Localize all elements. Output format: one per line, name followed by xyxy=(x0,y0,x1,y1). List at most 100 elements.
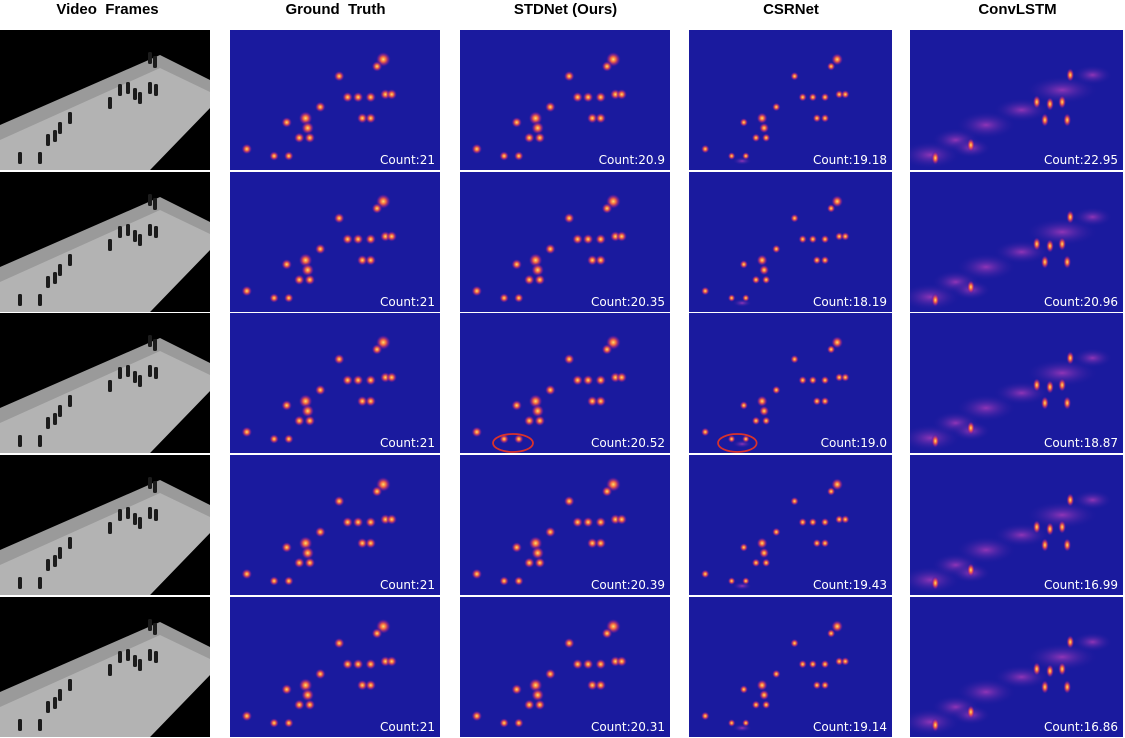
density-blob xyxy=(563,353,575,365)
density-blob xyxy=(771,527,781,537)
highlight-circle xyxy=(717,433,758,453)
density-blob xyxy=(281,683,293,695)
density-blob xyxy=(756,679,768,692)
density-blob xyxy=(523,274,535,286)
density-blob xyxy=(758,547,770,559)
ground-truth-map-row-3: Count:21 xyxy=(230,313,440,453)
density-blob xyxy=(812,680,822,690)
density-blob xyxy=(1066,68,1075,82)
header-ground-truth: Ground Truth xyxy=(285,1,386,18)
density-blob xyxy=(572,233,584,245)
density-streak xyxy=(1025,643,1099,671)
density-blob xyxy=(840,656,850,666)
pedestrian xyxy=(108,664,112,676)
density-map-image xyxy=(689,455,892,595)
density-map-image xyxy=(910,597,1123,737)
convlstm-map-row-3: Count:18.87 xyxy=(910,313,1123,453)
density-streak xyxy=(1025,218,1099,246)
density-blob xyxy=(727,151,736,161)
density-blob xyxy=(586,112,598,124)
csrnet-map-row-4: Count:19.43 xyxy=(689,455,892,595)
density-blob xyxy=(826,61,836,71)
density-blob xyxy=(808,92,818,102)
density-blob xyxy=(1066,351,1075,365)
density-blob xyxy=(616,88,628,100)
density-blob xyxy=(572,516,584,528)
density-blob xyxy=(727,718,736,728)
density-blob xyxy=(269,576,280,586)
density-blob xyxy=(840,514,850,524)
density-blob xyxy=(727,434,736,444)
density-blob xyxy=(595,233,607,245)
density-blob xyxy=(966,705,975,719)
density-blob xyxy=(1063,538,1072,552)
density-blob xyxy=(386,371,398,383)
pedestrian xyxy=(18,294,22,306)
density-map-image xyxy=(910,455,1123,595)
density-blob xyxy=(1045,97,1055,111)
count-label: Count:20.96 xyxy=(1043,295,1118,309)
density-blob xyxy=(831,53,844,66)
density-map-image xyxy=(689,597,892,737)
density-blob xyxy=(931,151,940,165)
density-blob xyxy=(304,415,316,427)
pedestrian xyxy=(46,276,50,288)
density-blob xyxy=(342,658,354,670)
density-blob xyxy=(371,60,383,72)
density-blob xyxy=(586,537,598,549)
density-map-image xyxy=(230,597,440,737)
density-blob xyxy=(831,478,844,491)
density-blob xyxy=(820,92,830,102)
pedestrian xyxy=(68,679,72,691)
density-map-image xyxy=(689,313,892,453)
density-blob xyxy=(834,231,844,241)
density-blob xyxy=(352,374,364,386)
density-blob xyxy=(1040,255,1049,269)
density-blob xyxy=(1032,662,1041,676)
density-blob xyxy=(304,132,316,144)
density-blob xyxy=(798,234,808,244)
density-blob xyxy=(601,202,613,214)
density-blob xyxy=(595,112,607,124)
density-blob xyxy=(356,679,368,691)
density-blob xyxy=(523,132,535,144)
count-label: Count:22.95 xyxy=(1043,153,1118,167)
density-blob xyxy=(840,89,850,99)
pedestrian xyxy=(148,224,152,236)
density-blob xyxy=(304,699,316,711)
pedestrian xyxy=(108,97,112,109)
pedestrian xyxy=(108,239,112,251)
density-blob xyxy=(812,396,822,406)
video-frame-row-1 xyxy=(0,30,210,170)
pedestrian xyxy=(154,509,158,521)
density-blob xyxy=(831,195,844,208)
density-blob xyxy=(365,679,377,691)
density-map-image xyxy=(460,30,670,170)
count-label: Count:21 xyxy=(380,295,435,309)
density-blob xyxy=(333,495,345,507)
pedestrian xyxy=(68,254,72,266)
density-blob-faint xyxy=(732,440,752,448)
density-blob xyxy=(751,275,761,285)
density-blob xyxy=(572,91,584,103)
pedestrian xyxy=(148,649,152,661)
density-blob xyxy=(365,658,377,670)
density-blob xyxy=(534,274,546,286)
pedestrian xyxy=(38,435,42,447)
density-blob xyxy=(820,538,830,548)
density-blob xyxy=(301,404,315,418)
density-blob xyxy=(798,517,808,527)
density-blob xyxy=(511,399,523,411)
density-blob xyxy=(1066,210,1075,224)
density-blob xyxy=(700,427,710,437)
count-label: Count:19.18 xyxy=(812,153,887,167)
pedestrian xyxy=(58,689,62,701)
pedestrian xyxy=(108,380,112,392)
density-blob xyxy=(601,60,613,72)
density-blob xyxy=(1040,680,1049,694)
pedestrian xyxy=(53,555,57,567)
count-label: Count:16.86 xyxy=(1043,720,1118,734)
density-blob xyxy=(365,91,377,103)
density-blob xyxy=(513,434,524,444)
pedestrian xyxy=(133,655,137,667)
